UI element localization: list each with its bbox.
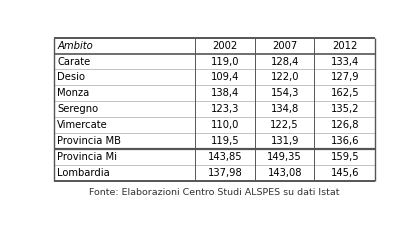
Bar <box>255 70 314 85</box>
Bar <box>54 165 195 181</box>
Bar <box>255 38 314 54</box>
Text: Ambito: Ambito <box>57 41 93 51</box>
Text: 138,4: 138,4 <box>211 88 239 98</box>
Text: Monza: Monza <box>57 88 90 98</box>
Bar <box>54 101 195 117</box>
Bar <box>195 117 255 133</box>
Bar <box>54 70 195 85</box>
Bar <box>195 133 255 149</box>
Text: 109,4: 109,4 <box>211 72 239 82</box>
Bar <box>314 165 375 181</box>
Bar <box>54 117 195 133</box>
Bar <box>195 70 255 85</box>
Bar <box>54 149 195 165</box>
Text: 122,5: 122,5 <box>270 120 299 130</box>
Text: 110,0: 110,0 <box>211 120 239 130</box>
Bar <box>195 149 255 165</box>
Text: 149,35: 149,35 <box>267 152 302 162</box>
Bar <box>54 133 195 149</box>
Bar <box>314 117 375 133</box>
Bar <box>255 165 314 181</box>
Text: Provincia Mi: Provincia Mi <box>57 152 117 162</box>
Text: 162,5: 162,5 <box>331 88 359 98</box>
Text: Carate: Carate <box>57 57 91 67</box>
Text: 135,2: 135,2 <box>331 104 359 114</box>
Text: 128,4: 128,4 <box>271 57 299 67</box>
Bar <box>195 85 255 101</box>
Bar <box>314 70 375 85</box>
Bar <box>255 133 314 149</box>
Text: 136,6: 136,6 <box>331 136 359 146</box>
Bar <box>195 54 255 70</box>
Bar <box>54 38 195 54</box>
Text: Fonte: Elaborazioni Centro Studi ALSPES su dati Istat: Fonte: Elaborazioni Centro Studi ALSPES … <box>90 188 340 197</box>
Text: 119,5: 119,5 <box>211 136 240 146</box>
Bar <box>255 149 314 165</box>
Bar <box>314 54 375 70</box>
Text: 154,3: 154,3 <box>271 88 299 98</box>
Text: Seregno: Seregno <box>57 104 98 114</box>
Text: Provincia MB: Provincia MB <box>57 136 121 146</box>
Text: 2007: 2007 <box>272 41 297 51</box>
Text: 143,08: 143,08 <box>267 168 302 178</box>
Bar <box>255 101 314 117</box>
Bar <box>195 165 255 181</box>
Text: 119,0: 119,0 <box>211 57 239 67</box>
Bar <box>255 54 314 70</box>
Text: 131,9: 131,9 <box>270 136 299 146</box>
Text: 127,9: 127,9 <box>331 72 359 82</box>
Text: 137,98: 137,98 <box>208 168 243 178</box>
Text: Lombardia: Lombardia <box>57 168 110 178</box>
Text: 145,6: 145,6 <box>331 168 359 178</box>
Bar <box>314 133 375 149</box>
Text: 134,8: 134,8 <box>271 104 299 114</box>
Bar <box>314 85 375 101</box>
Bar <box>314 38 375 54</box>
Bar <box>314 101 375 117</box>
Text: 122,0: 122,0 <box>270 72 299 82</box>
Text: 133,4: 133,4 <box>331 57 359 67</box>
Bar <box>195 38 255 54</box>
Text: 123,3: 123,3 <box>211 104 239 114</box>
Bar <box>54 54 195 70</box>
Text: 159,5: 159,5 <box>331 152 359 162</box>
Text: Vimercate: Vimercate <box>57 120 108 130</box>
Bar <box>255 85 314 101</box>
Bar <box>255 117 314 133</box>
Text: Desio: Desio <box>57 72 85 82</box>
Text: 143,85: 143,85 <box>208 152 243 162</box>
Bar <box>195 101 255 117</box>
Bar <box>54 85 195 101</box>
Bar <box>314 149 375 165</box>
Text: 2012: 2012 <box>332 41 358 51</box>
Text: 2002: 2002 <box>212 41 238 51</box>
Text: 126,8: 126,8 <box>331 120 359 130</box>
